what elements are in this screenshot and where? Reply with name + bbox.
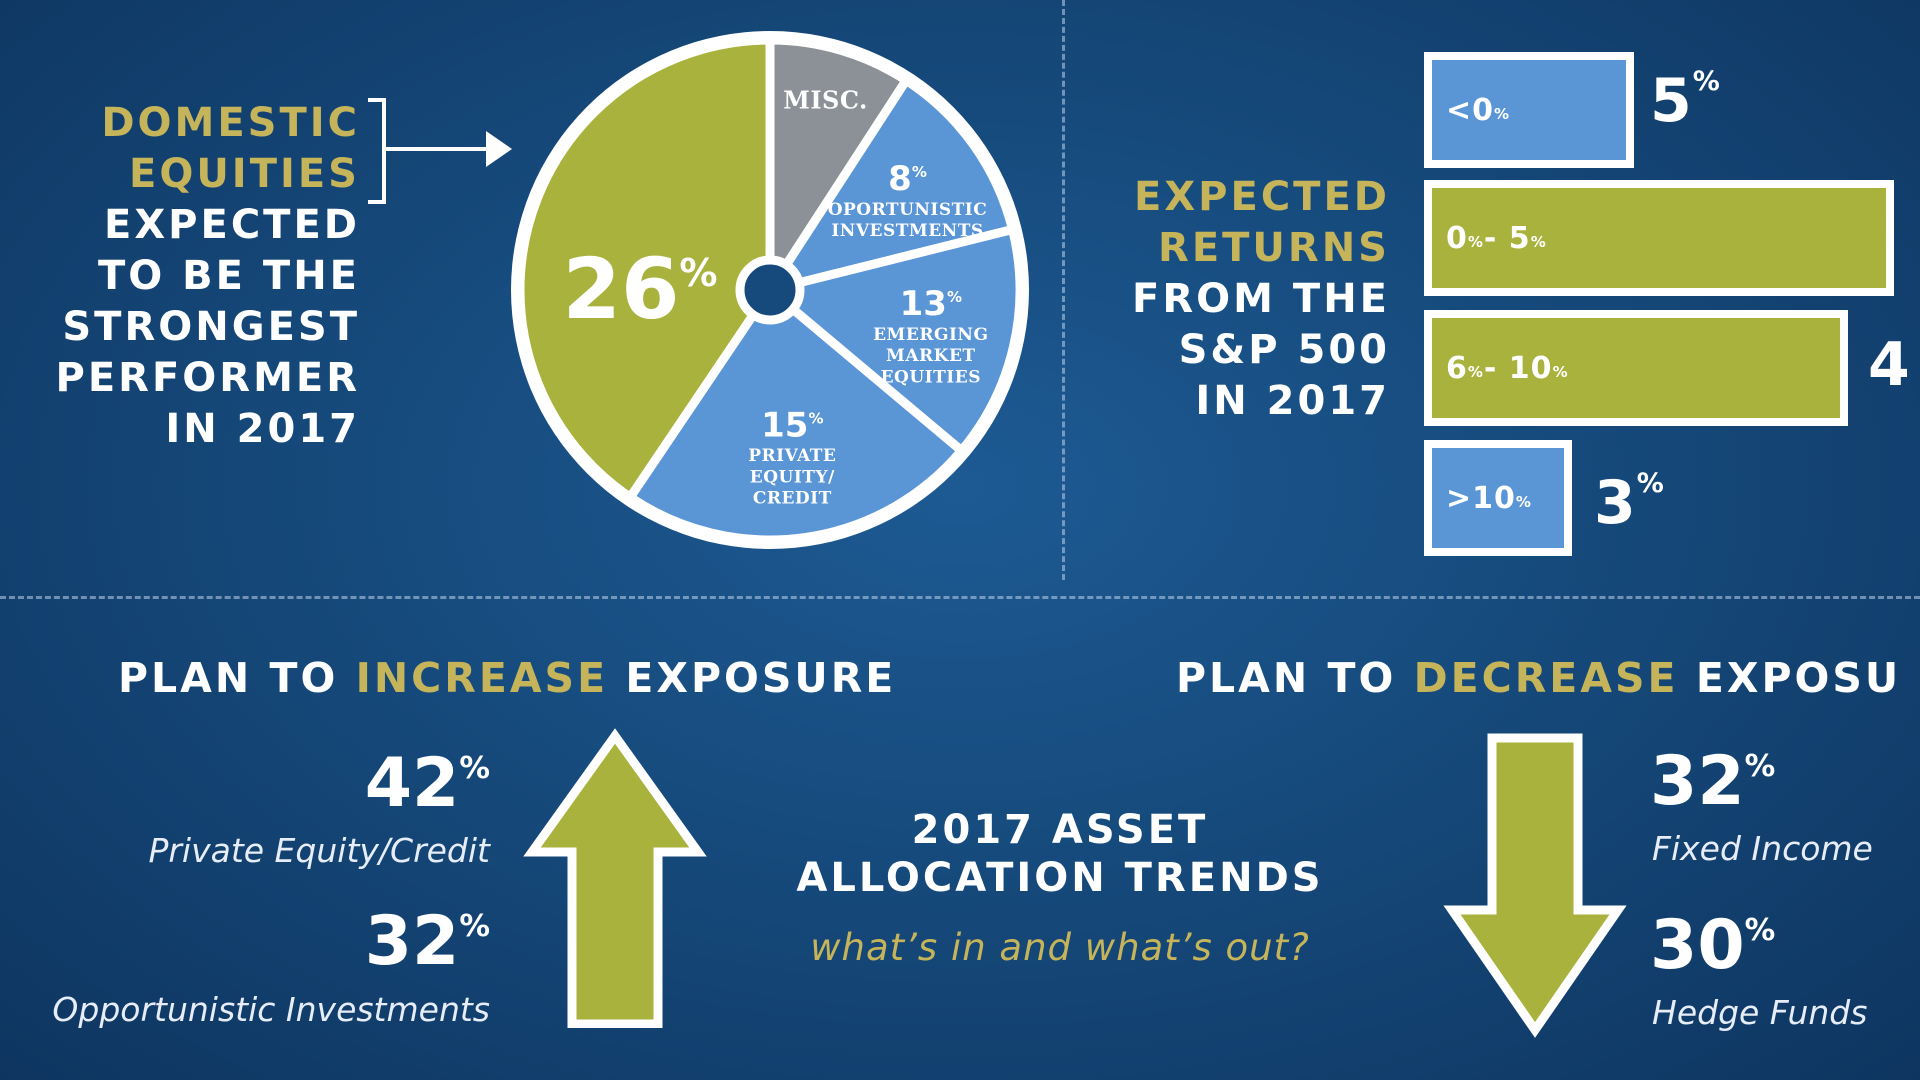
pie-slice: [765, 35, 911, 295]
title-suffix: EXPOSU: [1678, 654, 1902, 702]
pie-slice-label: EQUITIES: [881, 367, 981, 387]
pointer-arrow-line: [384, 147, 494, 151]
bracket-shape: [368, 98, 386, 204]
pie-slice-label: EMERGING: [873, 325, 988, 345]
horizontal-divider: [0, 596, 1920, 599]
pie-slice: [625, 285, 967, 545]
pie-slice: [765, 225, 1025, 456]
headline-line: STRONGEST: [62, 304, 360, 350]
headline-line: S&P 500: [1178, 327, 1390, 373]
pie-slice-label: INVESTMENTS: [831, 221, 983, 241]
pie-slice-label: CREDIT: [753, 489, 832, 509]
pie-slice-label: EQUITY/: [750, 468, 835, 488]
headline-line: PERFORMER: [55, 355, 360, 401]
pie-slice: [765, 75, 1018, 295]
pie-slice-value: 13%: [900, 284, 962, 324]
pie-slice-label: MARKET: [886, 346, 976, 366]
up-arrow-icon: [523, 728, 707, 1028]
expected-returns-headline: EXPECTED RETURNS FROM THE S&P 500 IN 201…: [1100, 172, 1390, 427]
decrease-stat-2-label: Hedge Funds: [1652, 993, 1868, 1032]
return-share-value: 4: [1868, 330, 1911, 400]
return-range-bar: 0% - 5%: [1424, 180, 1894, 296]
increase-stat-1-value: 42%: [364, 744, 490, 823]
headline-line: TO BE THE: [97, 253, 360, 299]
increase-stat-2-label: Opportunistic Investments: [52, 990, 490, 1029]
headline-line: DOMESTIC: [101, 100, 360, 146]
decrease-stat-2-value: 30%: [1650, 906, 1776, 985]
headline-line: IN 2017: [1195, 378, 1390, 424]
headline-line: IN 2017: [165, 406, 360, 452]
return-range-bar: <0%: [1424, 52, 1634, 168]
decrease-section-title: PLAN TO DECREASE EXPOSU: [1176, 654, 1901, 702]
headline-line: FROM THE: [1132, 276, 1390, 322]
title-prefix: PLAN TO: [118, 654, 356, 702]
increase-stat-1-label: Private Equity/Credit: [148, 831, 490, 870]
return-share-value: 5%: [1650, 66, 1721, 136]
pie-slice-label: OPORTUNISTIC: [828, 200, 988, 220]
pie-slice-value: 15%: [761, 405, 823, 445]
headline-line: EXPECTED: [104, 202, 360, 248]
increase-section-title: PLAN TO INCREASE EXPOSURE: [118, 654, 896, 702]
domestic-equities-headline: DOMESTIC EQUITIES EXPECTED TO BE THE STR…: [40, 98, 360, 455]
down-arrow-icon: [1443, 733, 1627, 1038]
decrease-stat-1-value: 32%: [1650, 742, 1776, 821]
title-keyword: INCREASE: [355, 654, 609, 702]
return-range-bar: 6% - 10%: [1424, 310, 1848, 426]
title-prefix: PLAN TO: [1176, 654, 1414, 702]
center-title: 2017 ASSET ALLOCATION TRENDS: [760, 806, 1360, 902]
headline-line: EXPECTED: [1134, 174, 1390, 220]
center-title-line: ALLOCATION TRENDS: [796, 855, 1324, 901]
pie-center-hole: [735, 255, 805, 325]
title-suffix: EXPOSURE: [608, 654, 897, 702]
headline-line: RETURNS: [1158, 225, 1390, 271]
title-keyword: DECREASE: [1413, 654, 1679, 702]
pie-slice-label: PRIVATE: [748, 446, 836, 466]
pie-slice-value: 8%: [888, 159, 927, 199]
pie-slice-value: 26%: [563, 240, 718, 338]
vertical-divider: [1062, 0, 1065, 580]
right-arrow-icon: [486, 131, 512, 167]
headline-line: EQUITIES: [129, 151, 360, 197]
increase-stat-2-value: 32%: [364, 902, 490, 981]
center-title-line: 2017 ASSET: [911, 807, 1209, 853]
center-subtitle: what’s in and what’s out?: [810, 926, 1310, 969]
returns-bar-chart: <0% 5% 0% - 5% 6% - 10% 4 >10% 3%: [1424, 52, 1911, 556]
return-share-value: 3%: [1594, 468, 1665, 538]
decrease-stat-1-label: Fixed Income: [1652, 829, 1873, 868]
pie-slice-label: MISC.: [783, 85, 868, 114]
return-range-bar: >10%: [1424, 440, 1572, 556]
